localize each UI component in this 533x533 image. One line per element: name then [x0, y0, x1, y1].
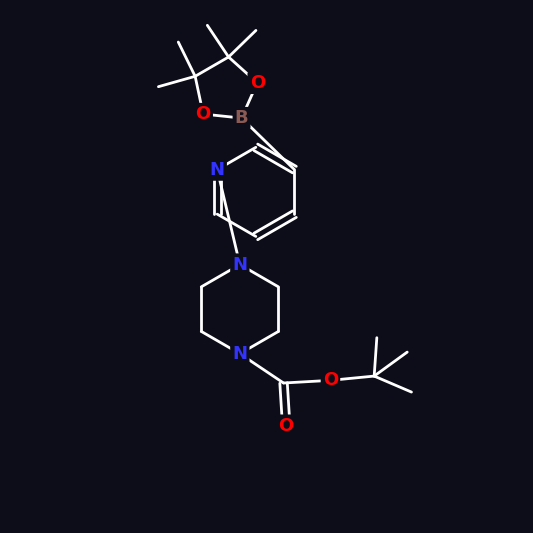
Text: B: B: [235, 109, 248, 127]
Text: O: O: [323, 372, 338, 389]
Text: N: N: [210, 160, 225, 179]
Text: O: O: [249, 74, 265, 92]
Text: N: N: [232, 256, 247, 273]
Text: N: N: [232, 345, 247, 362]
Text: O: O: [196, 105, 211, 123]
Text: O: O: [279, 417, 294, 434]
